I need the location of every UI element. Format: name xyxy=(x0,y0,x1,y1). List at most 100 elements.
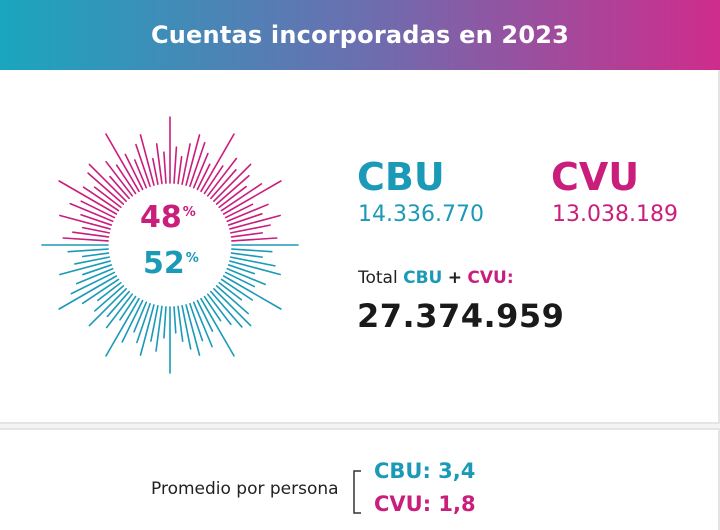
cbu-ray xyxy=(231,248,273,253)
cbu-ray xyxy=(81,252,110,258)
cvu-percent-unit: % xyxy=(182,205,196,220)
cbu-ray xyxy=(59,260,111,276)
cvu-ray xyxy=(185,134,201,186)
cbu-ray xyxy=(139,304,155,356)
cbu-ray xyxy=(218,281,243,301)
cbu-ray xyxy=(206,293,232,326)
cvu-ray xyxy=(220,183,263,212)
cbu-ray xyxy=(82,264,113,276)
cbu-ray xyxy=(106,290,130,318)
cvu-ray xyxy=(93,186,122,209)
total-label: Total CBU + CVU: xyxy=(358,270,514,287)
cvu-ray xyxy=(189,141,206,188)
total-value: 27.374.959 xyxy=(357,297,565,335)
cbu-ray xyxy=(185,304,201,356)
cvu-count: 13.038.189 xyxy=(552,202,678,227)
cvu-title: CVU xyxy=(551,155,640,199)
cvu-ray xyxy=(206,157,238,197)
cbu-ray xyxy=(229,260,281,276)
cbu-ray xyxy=(136,302,151,344)
cbu-ray xyxy=(215,285,249,315)
cbu-count: 14.336.770 xyxy=(358,202,484,227)
cbu-ray xyxy=(222,275,282,310)
cvu-ray xyxy=(105,133,140,193)
page-title: Cuentas incorporadas en 2023 xyxy=(150,21,570,49)
bracket-icon xyxy=(353,470,361,514)
total-cbu-tag: CBU xyxy=(403,268,443,288)
cbu-percent-unit: % xyxy=(185,251,199,266)
cvu-ray xyxy=(135,143,151,188)
cbu-ray xyxy=(96,281,122,302)
cbu-title: CBU xyxy=(357,155,445,199)
cvu-ray xyxy=(133,159,148,189)
cbu-ray xyxy=(230,252,263,258)
total-cvu-tag: CVU: xyxy=(467,268,514,288)
cvu-ray xyxy=(124,153,144,191)
radial-burst-chart xyxy=(41,116,299,374)
cvu-ray xyxy=(213,163,252,202)
cvu-ray xyxy=(177,155,183,185)
cvu-ray xyxy=(218,185,247,209)
cvu-ray xyxy=(192,152,209,189)
cvu-ray xyxy=(87,172,125,205)
cbu-ray xyxy=(230,256,276,267)
average-cbu: CBU: 3,4 xyxy=(374,459,476,483)
cbu-ray xyxy=(121,299,144,343)
cbu-ray xyxy=(220,278,254,301)
cbu-ray xyxy=(189,302,204,342)
cbu-ray xyxy=(94,285,125,312)
cvu-ray xyxy=(69,202,114,223)
cbu-ray xyxy=(88,288,127,327)
cvu-ray xyxy=(227,213,263,226)
cvu-ray xyxy=(80,200,116,219)
cvu-ray xyxy=(62,237,109,242)
cvu-ray xyxy=(72,231,110,238)
cvu-ray xyxy=(230,224,271,234)
cbu-ray xyxy=(133,301,148,333)
cvu-ray xyxy=(155,143,163,185)
total-plus: + xyxy=(447,268,463,288)
cvu-ray xyxy=(229,214,281,230)
cvu-ray xyxy=(196,163,211,191)
cvu-ray xyxy=(82,186,120,212)
cvu-ray xyxy=(152,157,159,185)
cvu-ray xyxy=(200,133,235,193)
total-prefix: Total xyxy=(358,268,398,288)
cvu-ray xyxy=(215,174,250,205)
cvu-ray xyxy=(173,146,178,184)
cvu-percent-value: 48 xyxy=(140,200,182,235)
cbu-ray xyxy=(75,267,114,285)
cbu-ray xyxy=(163,306,167,339)
cvu-ray xyxy=(210,169,237,200)
cbu-ray xyxy=(224,271,256,288)
cbu-ray xyxy=(58,275,118,310)
cvu-ray xyxy=(226,203,269,223)
cbu-ray xyxy=(177,305,184,342)
cvu-ray xyxy=(81,226,110,234)
cbu-ray xyxy=(210,290,243,328)
cbu-ray xyxy=(200,297,235,357)
cvu-ray xyxy=(203,165,224,195)
cbu-ray xyxy=(213,288,252,327)
cvu-ray xyxy=(115,164,137,195)
cbu-ray xyxy=(150,305,159,342)
cbu-ray xyxy=(192,301,213,348)
cbu-ray xyxy=(105,297,140,357)
cvu-ray xyxy=(139,134,155,186)
cbu-ray xyxy=(227,264,256,275)
cbu-ray xyxy=(81,278,120,305)
cbu-ray xyxy=(173,306,177,334)
cbu-ray xyxy=(155,305,163,352)
cbu-ray xyxy=(196,299,214,332)
cbu-ray xyxy=(70,271,116,295)
cbu-percent-value: 52 xyxy=(143,246,185,281)
cvu-ray xyxy=(58,180,118,215)
cvu-percent-label: 48% xyxy=(140,203,196,233)
cvu-ray xyxy=(231,237,278,242)
cvu-ray xyxy=(88,163,127,202)
cvu-ray xyxy=(109,175,130,200)
cvu-ray xyxy=(224,203,254,219)
cbu-ray xyxy=(181,305,192,350)
cbu-ray xyxy=(67,248,109,253)
cbu-ray xyxy=(105,293,134,329)
